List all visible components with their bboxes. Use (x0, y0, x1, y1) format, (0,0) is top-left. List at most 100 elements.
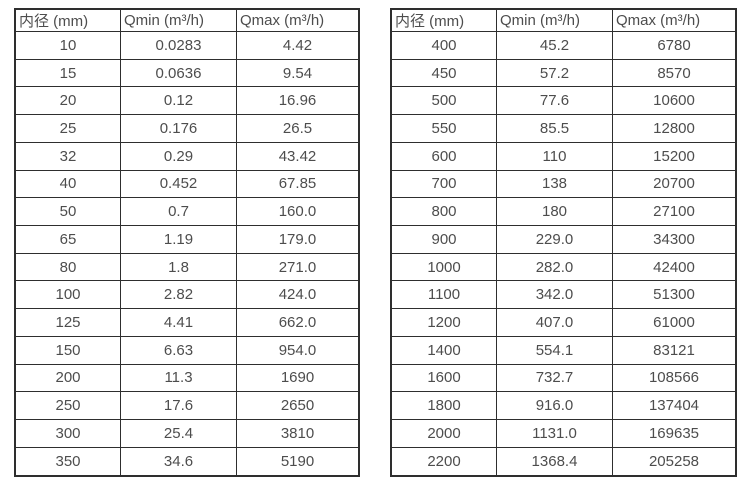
table-cell: 3810 (236, 419, 360, 448)
table-cell: 0.12 (120, 86, 237, 116)
table-cell: 100 (14, 280, 121, 310)
table-cell: 45.2 (496, 31, 613, 60)
table-cell: 1.8 (120, 252, 237, 282)
table-row: 40 0.452 67.85 (14, 169, 360, 199)
table-cell: 20 (14, 86, 121, 116)
table-row: 65 1.19 179.0 (14, 225, 360, 254)
table-row: 20 0.12 16.96 (14, 86, 360, 116)
table-row: 300 25.4 3810 (14, 419, 360, 448)
table-cell: 1200 (390, 308, 497, 337)
table-row: 2000 1131.0 169635 (390, 419, 737, 448)
table-cell: 83121 (612, 335, 737, 365)
table-cell: 662.0 (236, 308, 360, 337)
table-cell: 15200 (612, 141, 737, 171)
table-cell: 8570 (612, 58, 737, 88)
table-cell: 2000 (390, 419, 497, 448)
table-cell: 125 (14, 308, 121, 337)
table-row: 150 6.63 954.0 (14, 335, 360, 365)
column-header: Qmax (m³/h) (236, 8, 360, 32)
column-header: 内径 (mm) (390, 8, 497, 32)
table-row: 32 0.29 43.42 (14, 141, 360, 171)
table-cell: 34300 (612, 225, 737, 254)
column-header: Qmin (m³/h) (120, 8, 237, 32)
table-cell: 400 (390, 31, 497, 60)
table-cell: 2650 (236, 391, 360, 421)
column-header: 内径 (mm) (14, 8, 121, 32)
table-cell: 0.29 (120, 141, 237, 171)
table-cell: 200 (14, 363, 121, 393)
table-cell: 0.7 (120, 197, 237, 227)
table-cell: 25.4 (120, 419, 237, 448)
table-cell: 1690 (236, 363, 360, 393)
table-cell: 916.0 (496, 391, 613, 421)
table-cell: 32 (14, 141, 121, 171)
table-cell: 57.2 (496, 58, 613, 88)
table-row: 125 4.41 662.0 (14, 308, 360, 337)
table-cell: 0.0636 (120, 58, 237, 88)
table-cell: 137404 (612, 391, 737, 421)
table-row: 500 77.6 10600 (390, 86, 737, 116)
table-row: 1000 282.0 42400 (390, 252, 737, 282)
table-cell: 16.96 (236, 86, 360, 116)
table-cell: 179.0 (236, 225, 360, 254)
table-cell: 5190 (236, 446, 360, 477)
table-cell: 1000 (390, 252, 497, 282)
table-cell: 12800 (612, 114, 737, 143)
table-row: 1100 342.0 51300 (390, 280, 737, 310)
table-row: 250 17.6 2650 (14, 391, 360, 421)
flow-rate-table-small-diameters: 内径 (mm) Qmin (m³/h) Qmax (m³/h) 10 0.0283 4.… (14, 8, 360, 477)
table-cell: 1.19 (120, 225, 237, 254)
header-row: 内径 (mm) Qmin (m³/h) Qmax (m³/h) (14, 8, 360, 32)
header-row: 内径 (mm) Qmin (m³/h) Qmax (m³/h) (390, 8, 737, 32)
table-cell: 160.0 (236, 197, 360, 227)
table-cell: 424.0 (236, 280, 360, 310)
table-cell: 27100 (612, 197, 737, 227)
table-row: 1800 916.0 137404 (390, 391, 737, 421)
table-cell: 26.5 (236, 114, 360, 143)
table-cell: 0.452 (120, 169, 237, 199)
table-row: 1200 407.0 61000 (390, 308, 737, 337)
table-cell: 407.0 (496, 308, 613, 337)
table-row: 450 57.2 8570 (390, 58, 737, 88)
table-cell: 51300 (612, 280, 737, 310)
table-row: 10 0.0283 4.42 (14, 31, 360, 60)
table-row: 25 0.176 26.5 (14, 114, 360, 143)
table-row: 15 0.0636 9.54 (14, 58, 360, 88)
table-cell: 6.63 (120, 335, 237, 365)
table-cell: 9.54 (236, 58, 360, 88)
table-cell: 10 (14, 31, 121, 60)
table-cell: 0.0283 (120, 31, 237, 60)
table-cell: 1400 (390, 335, 497, 365)
column-header: Qmax (m³/h) (612, 8, 737, 32)
table-cell: 80 (14, 252, 121, 282)
table-cell: 65 (14, 225, 121, 254)
table-cell: 34.6 (120, 446, 237, 477)
table-row: 350 34.6 5190 (14, 446, 360, 477)
table-cell: 11.3 (120, 363, 237, 393)
table-cell: 43.42 (236, 141, 360, 171)
table-cell: 42400 (612, 252, 737, 282)
table-cell: 138 (496, 169, 613, 199)
table-cell: 1800 (390, 391, 497, 421)
table-cell: 250 (14, 391, 121, 421)
table-cell: 85.5 (496, 114, 613, 143)
table-cell: 500 (390, 86, 497, 116)
table-row: 1400 554.1 83121 (390, 335, 737, 365)
table-cell: 61000 (612, 308, 737, 337)
flow-rate-table-large-diameters: 内径 (mm) Qmin (m³/h) Qmax (m³/h) 400 45.2 678… (390, 8, 737, 477)
table-cell: 554.1 (496, 335, 613, 365)
table-row: 80 1.8 271.0 (14, 252, 360, 282)
table-row: 200 11.3 1690 (14, 363, 360, 393)
table-cell: 600 (390, 141, 497, 171)
table-cell: 110 (496, 141, 613, 171)
table-cell: 180 (496, 197, 613, 227)
table-cell: 2200 (390, 446, 497, 477)
table-row: 800 180 27100 (390, 197, 737, 227)
table-cell: 900 (390, 225, 497, 254)
table-cell: 1131.0 (496, 419, 613, 448)
table-cell: 1368.4 (496, 446, 613, 477)
table-cell: 700 (390, 169, 497, 199)
table-cell: 50 (14, 197, 121, 227)
table-row: 100 2.82 424.0 (14, 280, 360, 310)
